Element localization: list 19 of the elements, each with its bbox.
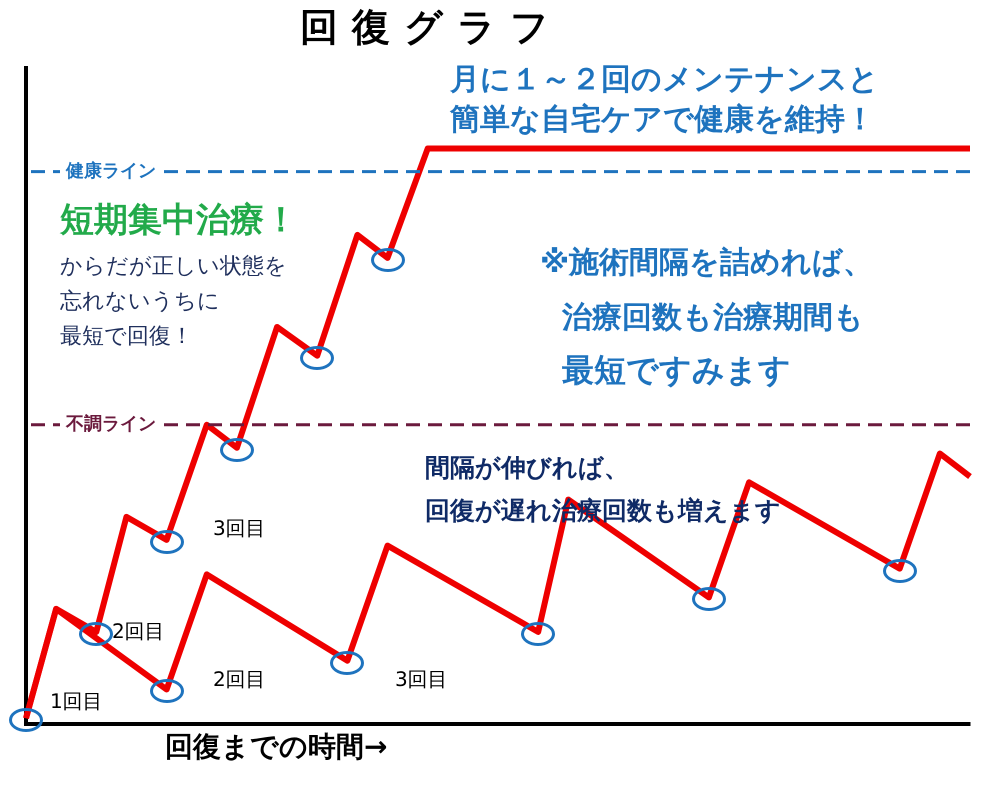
- annotation: 治療回数も治療期間も: [562, 299, 864, 337]
- annotation: 3回目: [213, 515, 266, 541]
- annotation: 最短で回復！: [60, 323, 193, 351]
- annotation: 間隔が伸びれば、: [425, 452, 629, 484]
- annotation: 短期集中治療！: [60, 199, 298, 242]
- annotation: ※施術間隔を詰めれば、: [540, 244, 874, 282]
- annotation: からだが正しい状態を: [60, 253, 287, 281]
- annotation: 1回目: [50, 688, 103, 714]
- text: 月に１～２回のメンテナンスと: [450, 61, 879, 99]
- chart-title: 回復グラフ: [300, 4, 563, 51]
- annotation: 忘れないうちに: [60, 288, 220, 316]
- text: 簡単な自宅ケアで健康を維持！: [450, 101, 875, 139]
- annotation: 3回目: [395, 666, 448, 692]
- annotation: 2回目: [213, 666, 266, 692]
- annotation: 2回目: [112, 618, 165, 644]
- ref-line-label: 健康ライン: [65, 160, 156, 182]
- annotation: 最短ですみます: [562, 350, 791, 391]
- ref-line-label: 不調ライン: [65, 413, 156, 434]
- x-axis-title: 回復までの時間→: [165, 729, 388, 765]
